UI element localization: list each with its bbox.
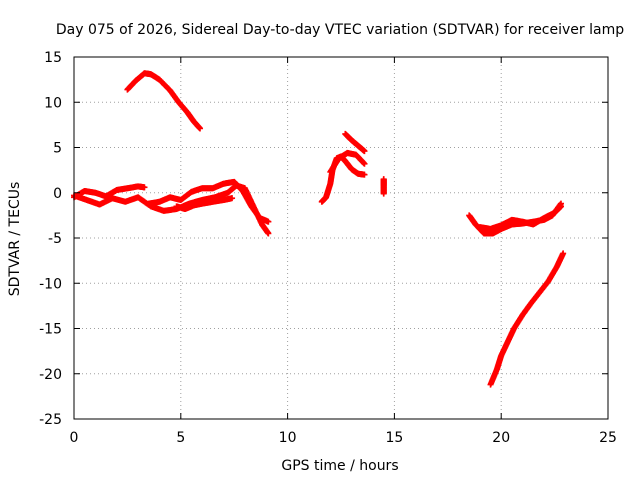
data-point: [361, 160, 368, 167]
y-tick-label: -25: [39, 412, 62, 428]
series-arc-morning-4: [173, 195, 236, 213]
data-point: [265, 218, 272, 225]
series-arc-morning-1: [71, 183, 148, 201]
x-tick-label: 15: [385, 430, 403, 446]
data-point: [380, 190, 387, 197]
axis-ticks: 0 5 10 15 20 25 -25 -20 -15 -10 -5 0 5 10 15: [39, 50, 617, 446]
data-point: [558, 203, 565, 210]
data-point: [141, 184, 148, 191]
data-points: [71, 70, 567, 388]
y-tick-label: 10: [44, 95, 62, 111]
x-axis-label: GPS time / hours: [281, 458, 398, 474]
y-tick-label: 5: [53, 141, 62, 157]
y-tick-label: 0: [53, 186, 62, 202]
y-tick-label: -15: [39, 322, 62, 338]
chart-title: Day 075 of 2026, Sidereal Day-to-day VTE…: [56, 22, 624, 38]
x-tick-label: 25: [599, 430, 617, 446]
series-arc-evening-2: [476, 203, 565, 232]
y-axis-label: SDTVAR / TECUs: [7, 182, 23, 297]
data-point: [229, 195, 236, 202]
y-tick-label: -5: [48, 231, 62, 247]
series-arc-morning-3: [145, 178, 272, 225]
series-arc-midday-3: [342, 130, 368, 155]
x-tick-label: 5: [176, 430, 185, 446]
series-arc-evening-descent: [487, 250, 567, 388]
y-tick-label: -10: [39, 276, 62, 292]
data-point: [265, 230, 272, 237]
series-arc-early-high: [124, 70, 204, 132]
series-arc-isolated: [380, 176, 387, 197]
y-tick-label: -20: [39, 367, 62, 383]
data-point: [361, 148, 368, 155]
x-tick-label: 10: [279, 430, 297, 446]
data-point: [197, 125, 204, 132]
y-tick-label: 15: [44, 50, 62, 66]
data-point: [560, 250, 567, 257]
x-tick-label: 20: [492, 430, 510, 446]
x-tick-label: 0: [70, 430, 79, 446]
grid: [74, 57, 608, 419]
data-point: [361, 171, 368, 178]
series-arc-midday-2: [327, 149, 368, 175]
